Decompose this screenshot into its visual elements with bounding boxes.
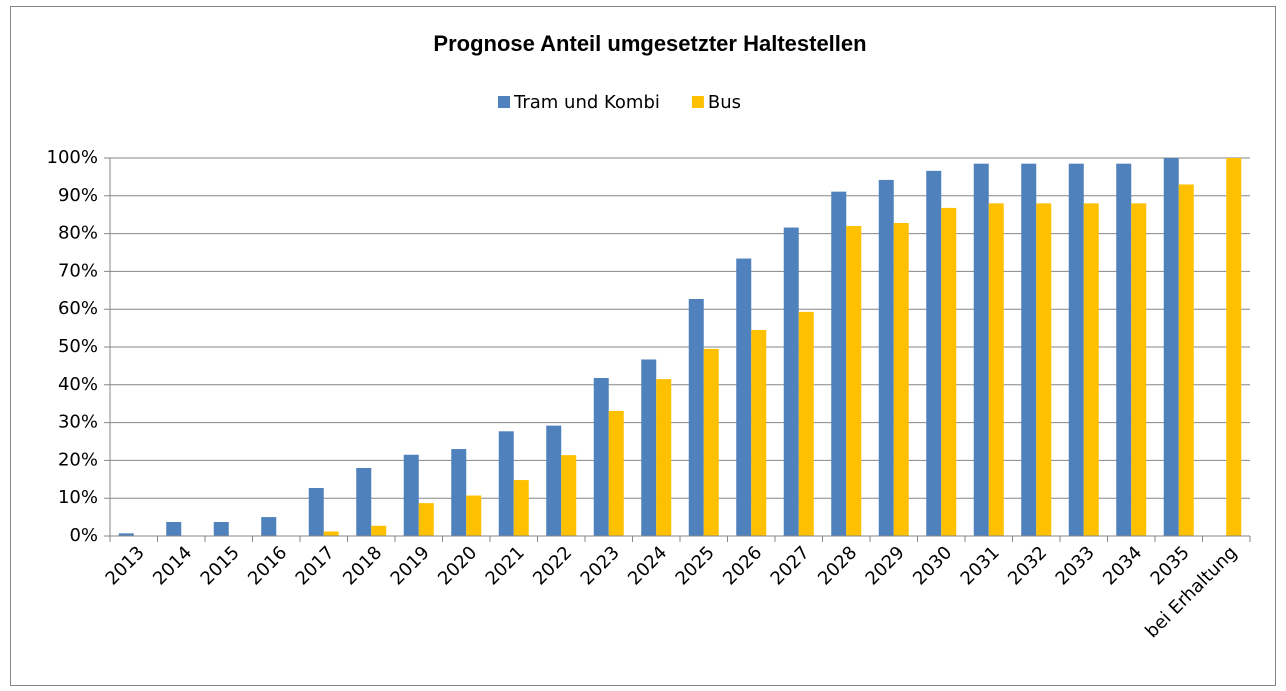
bar bbox=[783, 227, 799, 536]
y-tick-label: 80% bbox=[58, 223, 98, 244]
bar bbox=[118, 533, 134, 536]
y-tick-label: 90% bbox=[58, 185, 98, 206]
bar bbox=[1226, 158, 1242, 536]
bar bbox=[513, 480, 529, 536]
chart-title: Prognose Anteil umgesetzter Haltestellen bbox=[433, 31, 866, 56]
bar bbox=[546, 425, 562, 536]
y-tick-label: 50% bbox=[58, 336, 98, 357]
bar bbox=[941, 207, 957, 536]
bar bbox=[608, 410, 624, 536]
bar bbox=[893, 223, 909, 537]
y-tick-label: 20% bbox=[58, 449, 98, 470]
bar bbox=[1021, 163, 1037, 537]
bar bbox=[656, 379, 672, 536]
bar bbox=[261, 517, 277, 536]
bar bbox=[593, 377, 609, 536]
bar bbox=[703, 348, 719, 536]
bar bbox=[213, 522, 229, 536]
bar bbox=[1068, 163, 1084, 537]
legend-label: Bus bbox=[708, 92, 741, 113]
y-tick-label: 70% bbox=[58, 260, 98, 281]
bar bbox=[371, 525, 387, 536]
bar bbox=[1083, 203, 1099, 537]
bar bbox=[846, 226, 862, 537]
legend-label: Tram und Kombi bbox=[513, 92, 660, 113]
y-tick-label: 30% bbox=[58, 412, 98, 433]
bar bbox=[166, 522, 182, 536]
bar bbox=[1116, 163, 1132, 537]
bar bbox=[356, 467, 372, 536]
bar bbox=[751, 329, 767, 536]
bar bbox=[1163, 158, 1179, 536]
bar bbox=[926, 170, 942, 537]
legend-swatch bbox=[498, 96, 510, 108]
bar bbox=[736, 258, 752, 536]
bar bbox=[308, 487, 324, 536]
y-tick-label: 60% bbox=[58, 298, 98, 319]
chart-border bbox=[10, 6, 1276, 686]
bar bbox=[498, 431, 514, 536]
bar bbox=[323, 531, 339, 536]
bar bbox=[451, 449, 467, 536]
bar bbox=[878, 179, 894, 536]
bar bbox=[1036, 203, 1052, 537]
bar bbox=[831, 191, 847, 536]
bar bbox=[798, 311, 814, 536]
bar bbox=[641, 359, 657, 536]
bar bbox=[403, 454, 419, 536]
y-tick-label: 10% bbox=[58, 487, 98, 508]
legend-swatch bbox=[691, 96, 704, 108]
bar bbox=[466, 495, 482, 536]
bar bbox=[561, 455, 577, 536]
bar bbox=[988, 203, 1004, 537]
bar bbox=[688, 298, 704, 536]
bar bbox=[973, 163, 989, 537]
bar bbox=[418, 503, 434, 536]
bar bbox=[1178, 184, 1194, 536]
bar bbox=[1131, 203, 1147, 537]
y-tick-label: 0% bbox=[69, 525, 98, 546]
y-tick-label: 40% bbox=[58, 374, 98, 395]
y-tick-label: 100% bbox=[47, 147, 98, 168]
